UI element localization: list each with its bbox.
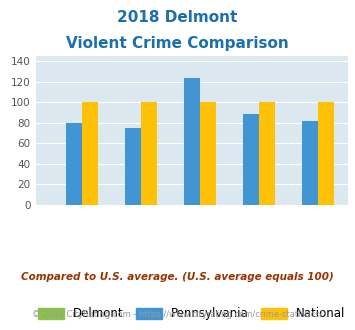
Bar — [200, 102, 215, 205]
Bar — [184, 78, 200, 205]
Bar — [302, 121, 318, 205]
Bar — [318, 102, 334, 205]
Bar — [243, 115, 259, 205]
Bar — [66, 123, 82, 205]
Bar — [125, 128, 141, 205]
Text: © 2024 CityRating.com - https://www.cityrating.com/crime-statistics/: © 2024 CityRating.com - https://www.city… — [32, 310, 323, 319]
Text: Violent Crime Comparison: Violent Crime Comparison — [66, 36, 289, 51]
Text: 2018 Delmont: 2018 Delmont — [117, 10, 238, 25]
Text: Compared to U.S. average. (U.S. average equals 100): Compared to U.S. average. (U.S. average … — [21, 272, 334, 282]
Bar — [82, 102, 98, 205]
Legend: Delmont, Pennsylvania, National: Delmont, Pennsylvania, National — [33, 303, 350, 325]
Bar — [141, 102, 157, 205]
Bar — [259, 102, 275, 205]
